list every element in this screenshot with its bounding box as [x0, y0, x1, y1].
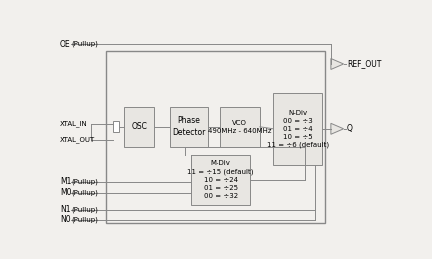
Text: OSC: OSC [131, 122, 147, 131]
Text: (Pullup): (Pullup) [71, 178, 98, 185]
Polygon shape [331, 123, 343, 134]
Text: (Pullup): (Pullup) [71, 206, 98, 213]
Text: (Pullup): (Pullup) [71, 189, 98, 196]
Text: N0: N0 [60, 215, 71, 224]
Text: (Pullup): (Pullup) [71, 41, 98, 47]
Text: M1: M1 [60, 177, 71, 186]
Bar [113, 121, 119, 132]
Bar [191, 155, 250, 205]
Text: XTAL_IN: XTAL_IN [60, 120, 88, 127]
Bar [273, 93, 322, 165]
Text: (Pullup): (Pullup) [71, 216, 98, 223]
Text: M-Div
11 = ÷15 (default)
10 = ÷24
01 = ÷25
00 = ÷32: M-Div 11 = ÷15 (default) 10 = ÷24 01 = ÷… [187, 160, 254, 199]
Bar [220, 107, 260, 147]
Text: OE: OE [60, 40, 71, 48]
Text: Q: Q [347, 124, 353, 133]
Text: VCO
490MHz - 640MHz: VCO 490MHz - 640MHz [208, 120, 272, 134]
Bar [106, 51, 325, 222]
Bar [169, 107, 208, 147]
Text: Phase
Detector: Phase Detector [172, 116, 206, 137]
Text: REF_OUT: REF_OUT [347, 60, 381, 68]
Text: N-Div
00 = ÷3
01 = ÷4
10 = ÷5
11 = ÷6 (default): N-Div 00 = ÷3 01 = ÷4 10 = ÷5 11 = ÷6 (d… [267, 110, 329, 148]
Text: M0: M0 [60, 188, 72, 197]
Text: N1: N1 [60, 205, 70, 214]
Text: XTAL_OUT: XTAL_OUT [60, 136, 95, 143]
Bar [124, 107, 155, 147]
Polygon shape [331, 59, 343, 69]
